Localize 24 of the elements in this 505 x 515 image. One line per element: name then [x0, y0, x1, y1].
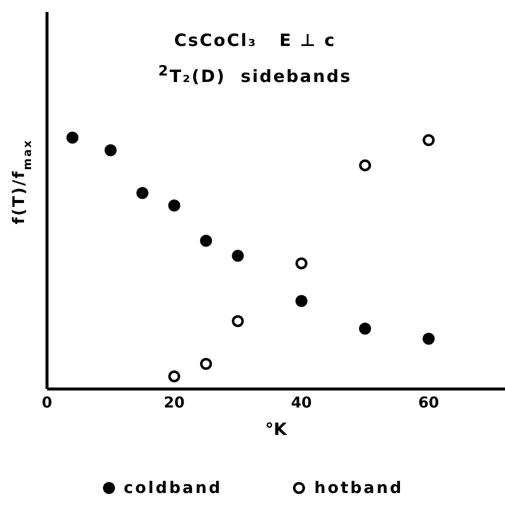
point [295, 257, 308, 270]
x-axis-title: °K [265, 420, 287, 440]
point [136, 186, 148, 199]
point [422, 332, 435, 345]
x-tick-label: 20 [164, 394, 185, 412]
chart-subtitle: $^{2}$T₂(D) sidebands [158, 63, 352, 87]
point [359, 322, 372, 335]
point [359, 159, 372, 172]
x-tick-label: 40 [291, 394, 312, 412]
point [66, 132, 78, 144]
point [200, 358, 212, 370]
chart-title: CsCoCl₃ E ⊥ c [174, 31, 336, 51]
point [232, 315, 244, 328]
point [168, 370, 180, 382]
legend-label: coldband [122, 478, 222, 497]
point [295, 295, 308, 308]
x-tick-label: 60 [418, 394, 440, 412]
legend-label: hotband [313, 478, 404, 497]
point [422, 134, 435, 146]
point [200, 234, 212, 247]
point [104, 144, 117, 156]
x-tick-label: 0 [42, 394, 52, 412]
point [232, 250, 244, 262]
point [168, 200, 180, 212]
